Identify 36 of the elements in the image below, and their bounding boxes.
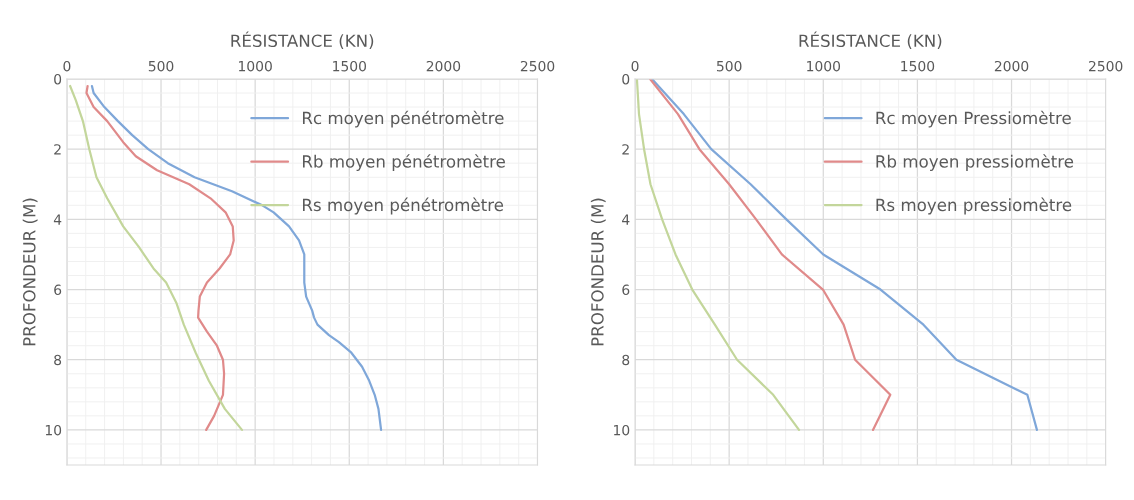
y-tick-label: 2 (54, 144, 61, 155)
y-tick-label: 4 (53, 214, 62, 225)
x-tick-label: 500 (148, 60, 174, 72)
legend-label: Rb moyen pressiomètre (876, 154, 1074, 171)
line-series (90, 84, 383, 432)
x-tick-label: 1000 (807, 60, 841, 72)
y-axis-title: PROFONDEUR (M) (22, 198, 38, 346)
y-axis-title: PROFONDEUR (M) (590, 198, 606, 346)
line-series (635, 79, 801, 432)
y-tick-label: 0 (622, 73, 630, 85)
x-tick-label: 2500 (520, 60, 555, 72)
x-tick-label: 500 (716, 60, 742, 72)
legend-label: Rs moyen pénétromètre (303, 197, 504, 215)
x-tick-label: 0 (631, 60, 639, 72)
y-tick-label: 10 (45, 424, 62, 436)
y-tick-label: 0 (54, 73, 62, 85)
x-tick-label: 1500 (333, 60, 367, 72)
legend-label: Rs moyen pressiomètre (876, 197, 1072, 215)
y-tick-label: 10 (614, 424, 630, 436)
x-axis-title: RÉSISTANCE (KN) (231, 31, 374, 50)
y-tick-label: 2 (622, 144, 629, 155)
legend-label: Rc moyen pénétromètre (303, 110, 504, 128)
y-tick-label: 4 (622, 214, 630, 225)
x-axis-title: RÉSISTANCE (KN) (799, 31, 942, 50)
x-tick-label: 2500 (1088, 60, 1123, 72)
x-tick-label: 2000 (426, 60, 461, 72)
y-tick-label: 8 (54, 354, 62, 366)
y-tick-label: 6 (622, 284, 630, 296)
legend-label: Rc moyen Pressiomètre (876, 110, 1071, 128)
x-tick-label: 2000 (994, 60, 1029, 72)
legend-label: Rb moyen pénétromètre (303, 154, 505, 171)
y-tick-label: 6 (54, 284, 62, 296)
x-tick-label: 0 (63, 60, 71, 72)
x-tick-label: 1000 (239, 60, 272, 72)
y-tick-label: 8 (622, 354, 630, 366)
x-tick-label: 1500 (901, 60, 935, 72)
